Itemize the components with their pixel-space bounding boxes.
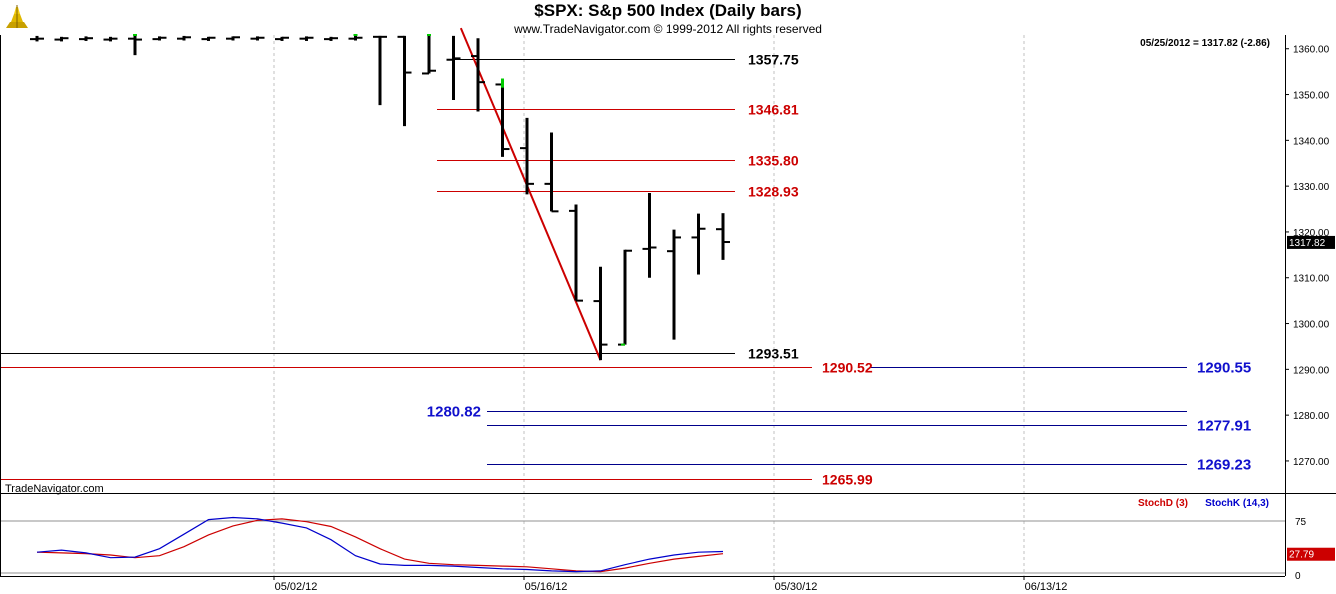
ohlc-bar bbox=[642, 193, 657, 278]
level-label-red: 1265.99 bbox=[822, 472, 873, 488]
ohlc-bar bbox=[373, 35, 387, 106]
ohlc-bar bbox=[201, 36, 216, 41]
y-tick-label: 1300.00 bbox=[1293, 320, 1330, 331]
stoch-last-tag bbox=[1287, 547, 1335, 561]
ohlc-bar bbox=[422, 34, 436, 75]
ohlc-bar bbox=[250, 36, 265, 41]
level-label-black: 1293.51 bbox=[748, 346, 799, 362]
last-price-tag bbox=[1287, 235, 1335, 249]
ohlc-bar bbox=[177, 35, 191, 41]
stoch-y-tick-label: 75 bbox=[1295, 517, 1307, 528]
stochk-line bbox=[36, 516, 724, 573]
ohlc-bar bbox=[54, 36, 69, 42]
ohlc-bar bbox=[299, 36, 314, 41]
y-tick-label: 1270.00 bbox=[1293, 457, 1330, 468]
ohlc-bar bbox=[446, 35, 461, 101]
ohlc-bar bbox=[103, 36, 118, 42]
ohlc-bar bbox=[397, 35, 412, 127]
last-bar-readout: 05/25/2012 = 1317.82 (-2.86) bbox=[1140, 38, 1270, 49]
stochk-legend: StochK (14,3) bbox=[1205, 498, 1269, 509]
level-label-blue: 1280.82 bbox=[427, 404, 481, 421]
level-label-blue: 1269.23 bbox=[1197, 457, 1251, 474]
y-tick-label: 1340.00 bbox=[1293, 136, 1330, 147]
ohlc-bar bbox=[569, 204, 583, 302]
ohlc-bar bbox=[544, 132, 559, 213]
ohlc-bar bbox=[324, 36, 338, 41]
x-tick-label: 06/13/12 bbox=[1025, 581, 1068, 593]
trendline bbox=[459, 27, 602, 361]
level-label-blue: 1290.55 bbox=[1197, 360, 1251, 377]
x-tick-label: 05/30/12 bbox=[775, 581, 818, 593]
level-label-red: 1290.52 bbox=[822, 360, 873, 376]
x-tick-label: 05/16/12 bbox=[525, 581, 568, 593]
y-tick-label: 1290.00 bbox=[1293, 365, 1330, 376]
ohlc-bar bbox=[128, 34, 142, 56]
level-label-red: 1328.93 bbox=[748, 184, 799, 200]
watermark-label: TradeNavigator.com bbox=[5, 483, 104, 495]
ohlc-bar bbox=[667, 229, 681, 340]
ohlc-bar bbox=[30, 35, 44, 42]
ohlc-bar bbox=[593, 266, 608, 361]
level-label-blue: 1277.91 bbox=[1197, 418, 1251, 435]
stoch-last-value: 27.79 bbox=[1289, 550, 1314, 561]
x-tick-label: 05/02/12 bbox=[275, 581, 318, 593]
ohlc-bar bbox=[275, 36, 289, 41]
tradenavigator-logo-icon bbox=[6, 5, 28, 28]
y-tick-label: 1330.00 bbox=[1293, 182, 1330, 193]
ohlc-bar bbox=[226, 36, 240, 41]
chart-subtitle: www.TradeNavigator.com © 1999-2012 All r… bbox=[514, 22, 822, 36]
level-label-red: 1335.80 bbox=[748, 153, 799, 169]
chart-title: $SPX: S&p 500 Index (Daily bars) bbox=[534, 1, 802, 20]
y-tick-label: 1320.00 bbox=[1293, 228, 1330, 239]
ohlc-bar bbox=[691, 213, 706, 275]
ohlc-bar bbox=[471, 38, 485, 112]
ohlc-bar bbox=[520, 117, 534, 195]
y-tick-label: 1280.00 bbox=[1293, 411, 1330, 422]
level-label-red: 1346.81 bbox=[748, 102, 799, 118]
ohlc-bar bbox=[618, 249, 632, 346]
last-price-value: 1317.82 bbox=[1289, 238, 1326, 249]
y-tick-label: 1350.00 bbox=[1293, 91, 1330, 102]
stochd-legend: StochD (3) bbox=[1138, 498, 1188, 509]
ohlc-bar bbox=[348, 34, 363, 41]
y-tick-label: 1310.00 bbox=[1293, 274, 1330, 285]
stoch-y-tick-label: 0 bbox=[1295, 571, 1301, 582]
ohlc-bar bbox=[716, 213, 730, 260]
level-label-black: 1357.75 bbox=[748, 52, 799, 68]
stochd-line bbox=[36, 518, 724, 573]
ohlc-bar bbox=[152, 36, 167, 41]
ohlc-bar bbox=[79, 36, 93, 41]
y-tick-label: 1360.00 bbox=[1293, 45, 1330, 56]
